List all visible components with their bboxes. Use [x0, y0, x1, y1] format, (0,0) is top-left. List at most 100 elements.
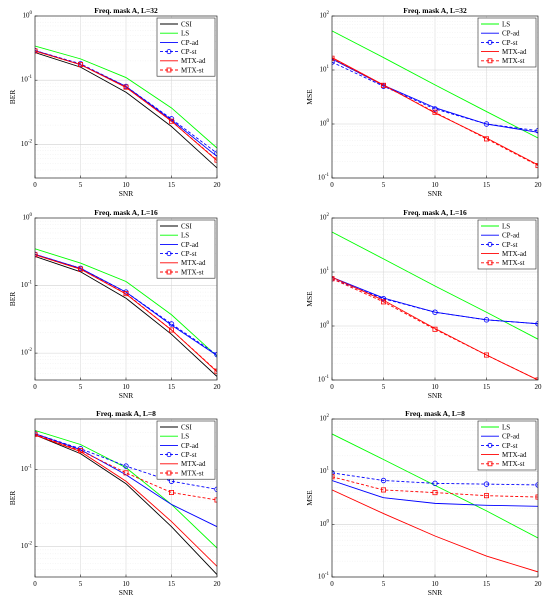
data-point-mtx-st [380, 487, 386, 493]
legend-marker [487, 260, 493, 266]
chart-panel-6: 0 5 10 15 20 102 101 100 10-1 Freq. mask A, L=8 SN… [305, 409, 542, 597]
data-point-mtx-st [168, 327, 174, 333]
data-point-mtx-st [380, 82, 386, 88]
x-tick-label: 10 [432, 383, 440, 391]
data-point-cp-st [483, 481, 490, 487]
chart-panel-5: 0 5 10 15 20 10-1 10-2 Freq. mask A, L=8 SNR BER C… [8, 409, 221, 597]
y-tick-label: 10-1 [318, 375, 330, 384]
data-point-mtx-st [123, 291, 129, 297]
y-tick-label: 10-2 [21, 348, 33, 357]
x-tick-label: 0 [330, 383, 334, 391]
legend-label: LS [181, 433, 189, 441]
y-tick-label: 100 [320, 119, 330, 128]
x-tick-label: 5 [79, 383, 83, 391]
y-axis-label: MSE [305, 89, 314, 105]
x-tick-label: 15 [483, 580, 491, 588]
data-point-mtx-st [332, 55, 335, 61]
series-line-ls [332, 30, 538, 139]
series-line-cp-st [332, 472, 538, 486]
x-tick-label: 5 [382, 383, 386, 391]
x-tick-label: 5 [382, 181, 386, 189]
data-point-mtx-st [432, 326, 438, 332]
x-tick-label: 20 [535, 181, 543, 189]
x-tick-label: 5 [382, 580, 386, 588]
data-point-mtx-st [168, 490, 174, 496]
data-point-mtx-st [535, 494, 538, 500]
chart-panel-3: 0 5 10 15 20 100 10-1 10-2 Freq. mask A, L=16 SNR… [8, 208, 221, 400]
chart-title: Freq. mask A, L=8 [96, 409, 156, 418]
legend-box [156, 420, 216, 480]
data-point-mtx-st [78, 266, 84, 272]
y-axis-label: BER [8, 90, 17, 105]
y-axis-label: MSE [305, 490, 314, 506]
series-line-mtx-ad [332, 489, 538, 573]
series-line-mtx-st [332, 57, 538, 166]
legend-label: CP-ad [502, 433, 520, 441]
y-tick-label: 100 [23, 11, 33, 20]
x-tick-label: 5 [79, 181, 83, 189]
legend-label: MTX-st [502, 57, 525, 65]
x-tick-label: 0 [33, 181, 37, 189]
data-point-cp-st [483, 121, 490, 127]
legend-label: LS [502, 423, 510, 431]
legend-label: CSI [181, 423, 193, 431]
y-tick-label: 10-1 [21, 464, 33, 473]
x-axis-label: SNR [428, 189, 443, 198]
chart-title: Freq. mask A, L=16 [403, 208, 467, 217]
series-line-cp-st [332, 61, 538, 132]
data-point-cp-st [123, 463, 129, 469]
series-line-ls [35, 429, 217, 549]
legend-label: CP-st [181, 48, 197, 56]
series-line-mtx-ad [35, 434, 217, 567]
legend-marker [487, 241, 493, 247]
legend-label: LS [502, 222, 510, 230]
y-tick-label: 10-1 [318, 173, 330, 182]
chart-title: Freq. mask A, L=16 [94, 208, 158, 217]
y-tick-label: 100 [23, 213, 33, 222]
y-axis-label: BER [8, 292, 17, 307]
legend-label: MTX-ad [181, 259, 206, 267]
legend-label: CSI [181, 222, 193, 230]
data-point-mtx-st [168, 118, 174, 124]
legend-label: CP-st [502, 241, 518, 249]
x-tick-label: 15 [483, 383, 491, 391]
series-line-mtx-st [35, 254, 217, 372]
legend-marker [166, 67, 172, 73]
x-axis-label: SNR [119, 588, 134, 597]
x-tick-label: 0 [33, 383, 37, 391]
y-tick-label: 10-2 [21, 139, 33, 148]
series-line-mtx-st [332, 278, 538, 380]
legend-label: CP-ad [181, 39, 199, 47]
chart-title: Freq. mask A, L=32 [403, 6, 467, 15]
y-tick-label: 101 [320, 267, 330, 276]
series-line-ls [35, 45, 217, 149]
legend-label: MTX-ad [181, 460, 206, 468]
x-tick-label: 15 [168, 181, 176, 189]
data-point-mtx-st [432, 109, 438, 115]
series-line-mtx-st [35, 50, 217, 161]
data-point-mtx-st [332, 474, 335, 480]
data-point-cp-st [483, 317, 490, 323]
data-point-cp-st [535, 128, 538, 134]
legend-marker [166, 470, 172, 476]
x-tick-label: 15 [483, 181, 491, 189]
x-tick-label: 10 [123, 383, 131, 391]
x-tick-label: 20 [214, 181, 222, 189]
legend-label: MTX-ad [502, 250, 527, 258]
series-line-cp-st [35, 50, 217, 154]
legend-label: MTX-st [181, 469, 204, 477]
data-point-cp-st [535, 482, 538, 488]
legend-marker [166, 49, 172, 55]
series-line-cp-st [332, 278, 538, 325]
y-tick-label: 101 [320, 65, 330, 74]
data-point-mtx-st [483, 136, 489, 142]
legend-marker [166, 452, 172, 458]
data-point-mtx-st [432, 490, 438, 496]
chart-panel-2: 0 5 10 15 20 102 101 100 10-1 Freq. mask A, L=32 S… [305, 6, 542, 198]
x-tick-label: 20 [535, 580, 543, 588]
x-tick-label: 0 [330, 181, 334, 189]
data-point-mtx-st [380, 299, 386, 305]
x-tick-label: 10 [432, 181, 440, 189]
